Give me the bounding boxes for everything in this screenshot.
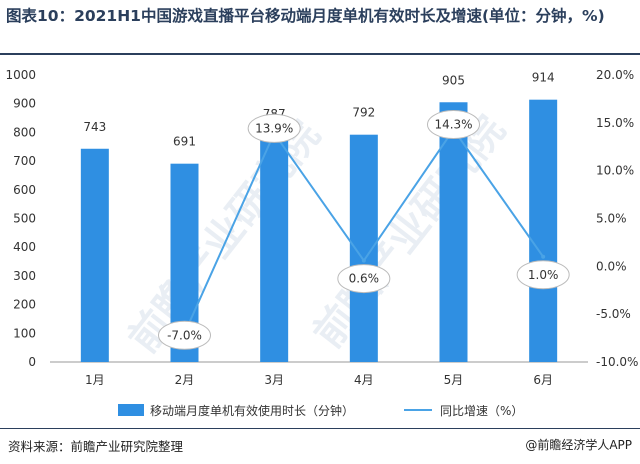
y-left-tick-label: 0: [28, 355, 36, 369]
y-right-tick-label: 15.0%: [596, 116, 634, 130]
x-tick-label: 4月: [354, 373, 374, 387]
y-right-tick-label: -10.0%: [596, 355, 638, 369]
y-right-tick-label: 10.0%: [596, 164, 634, 178]
bar-value-label: 743: [83, 120, 106, 134]
growth-value-label: 1.0%: [528, 268, 559, 282]
growth-point: [541, 254, 546, 259]
credit-note: @前瞻经济学人APP: [525, 438, 632, 452]
y-left-tick-label: 600: [13, 183, 36, 197]
growth-point: [361, 258, 366, 263]
bar-value-label: 792: [352, 106, 375, 120]
y-left-tick-label: 500: [13, 212, 36, 226]
y-left-tick-label: 400: [13, 240, 36, 254]
growth-label-bubble: [337, 264, 391, 294]
bar-value-label: 691: [173, 135, 196, 149]
y-left-tick-label: 900: [13, 97, 36, 111]
x-tick-label: 3月: [264, 373, 284, 387]
legend-line-label: 同比增速（%）: [440, 404, 523, 418]
x-tick-label: 1月: [85, 373, 105, 387]
y-left-tick-label: 800: [13, 125, 36, 139]
bar-value-label: 905: [442, 73, 465, 87]
growth-value-label: 13.9%: [255, 121, 293, 135]
y-left-tick-label: 1000: [5, 68, 36, 82]
bar: [80, 148, 109, 362]
y-right-tick-label: -5.0%: [596, 307, 631, 321]
x-tick-label: 6月: [533, 373, 553, 387]
y-left-tick-label: 200: [13, 298, 36, 312]
growth-value-label: 0.6%: [349, 272, 380, 286]
y-right-tick-label: 20.0%: [596, 68, 634, 82]
y-left-tick-label: 700: [13, 154, 36, 168]
growth-label-bubble: [516, 260, 570, 290]
watermark-text: 前瞻产业研究院: [305, 108, 514, 357]
legend-bar-label: 移动端月度单机有效使用时长（分钟）: [150, 403, 354, 418]
growth-label-bubble: [158, 320, 211, 350]
x-tick-label: 5月: [444, 373, 464, 387]
y-left-tick-label: 300: [13, 269, 36, 283]
y-left-tick-label: 100: [13, 326, 36, 340]
watermark-text: 前瞻产业研究院: [120, 113, 329, 362]
growth-label-bubble: [427, 110, 480, 140]
footer-divider: [0, 428, 640, 429]
bar-value-label: 914: [532, 71, 555, 85]
chart-title: 图表10：2021H1中国游戏直播平台移动端月度单机有效时长及增速(单位：分钟，…: [6, 7, 605, 25]
bar: [439, 102, 468, 362]
legend-bar-swatch: [118, 404, 144, 416]
growth-label-bubble: [247, 113, 301, 143]
y-right-tick-label: 5.0%: [596, 212, 627, 226]
y-right-tick-label: 0.0%: [596, 259, 627, 273]
x-tick-label: 2月: [175, 373, 195, 387]
bar: [529, 99, 558, 362]
source-note: 资料来源：前瞻产业研究院整理: [8, 439, 184, 454]
title-divider: [0, 53, 640, 55]
bar: [260, 136, 289, 362]
growth-value-label: -7.0%: [167, 328, 202, 342]
growth-value-label: 14.3%: [434, 118, 472, 132]
